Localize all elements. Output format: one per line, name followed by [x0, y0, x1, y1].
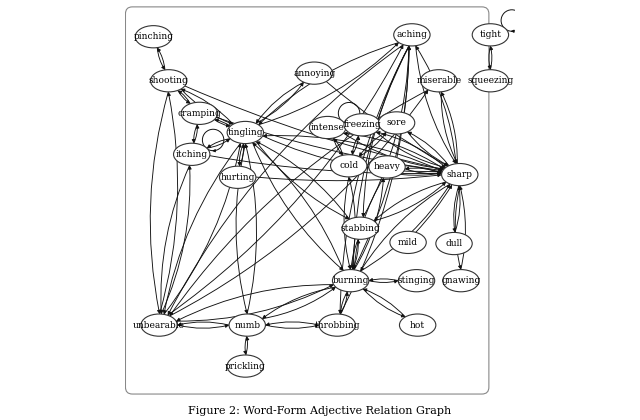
Ellipse shape — [399, 314, 436, 336]
Text: gnawing: gnawing — [442, 276, 481, 285]
Ellipse shape — [394, 24, 430, 46]
Ellipse shape — [344, 114, 380, 136]
Ellipse shape — [227, 355, 264, 377]
Ellipse shape — [342, 217, 378, 239]
Text: aching: aching — [396, 30, 428, 39]
Ellipse shape — [442, 163, 478, 186]
Text: stabbing: stabbing — [340, 224, 380, 233]
Ellipse shape — [319, 314, 355, 336]
Text: itching: itching — [175, 150, 208, 159]
Ellipse shape — [227, 121, 264, 144]
Ellipse shape — [141, 314, 177, 336]
Text: sharp: sharp — [447, 170, 473, 179]
Text: mild: mild — [398, 238, 418, 247]
Ellipse shape — [472, 24, 509, 46]
Text: hot: hot — [410, 320, 425, 330]
Ellipse shape — [332, 270, 369, 292]
Ellipse shape — [378, 112, 415, 134]
Ellipse shape — [220, 166, 256, 189]
Ellipse shape — [229, 314, 266, 336]
Text: burning: burning — [332, 276, 369, 285]
Text: miserable: miserable — [416, 76, 461, 85]
Text: intense: intense — [311, 123, 344, 132]
Text: annoying: annoying — [293, 68, 335, 78]
Text: cramping: cramping — [177, 109, 221, 118]
Text: throbbing: throbbing — [314, 320, 360, 330]
Ellipse shape — [436, 232, 472, 255]
Ellipse shape — [135, 26, 172, 48]
Ellipse shape — [472, 70, 509, 92]
Ellipse shape — [181, 102, 218, 124]
Text: heavy: heavy — [374, 163, 401, 171]
Text: tingling: tingling — [228, 128, 263, 137]
Ellipse shape — [420, 70, 457, 92]
Ellipse shape — [369, 156, 405, 178]
Text: hurting: hurting — [221, 173, 255, 182]
Text: unbearable: unbearable — [133, 320, 185, 330]
Ellipse shape — [330, 155, 367, 177]
Ellipse shape — [296, 62, 332, 84]
Ellipse shape — [443, 270, 479, 292]
Text: dull: dull — [445, 239, 463, 248]
Text: tight: tight — [479, 30, 501, 39]
Text: pinching: pinching — [133, 32, 173, 41]
Text: stinging: stinging — [398, 276, 435, 285]
Text: numb: numb — [234, 320, 260, 330]
Ellipse shape — [173, 143, 210, 165]
Ellipse shape — [310, 116, 346, 139]
Text: prickling: prickling — [225, 362, 266, 370]
Text: freezing: freezing — [343, 120, 381, 129]
Text: shooting: shooting — [149, 76, 189, 85]
Ellipse shape — [150, 70, 187, 92]
Text: cold: cold — [339, 161, 358, 170]
Text: Figure 2: Word-Form Adjective Relation Graph: Figure 2: Word-Form Adjective Relation G… — [188, 406, 452, 416]
Ellipse shape — [390, 231, 426, 254]
Text: sore: sore — [387, 118, 406, 127]
Text: squeezing: squeezing — [467, 76, 513, 85]
Ellipse shape — [398, 270, 435, 292]
